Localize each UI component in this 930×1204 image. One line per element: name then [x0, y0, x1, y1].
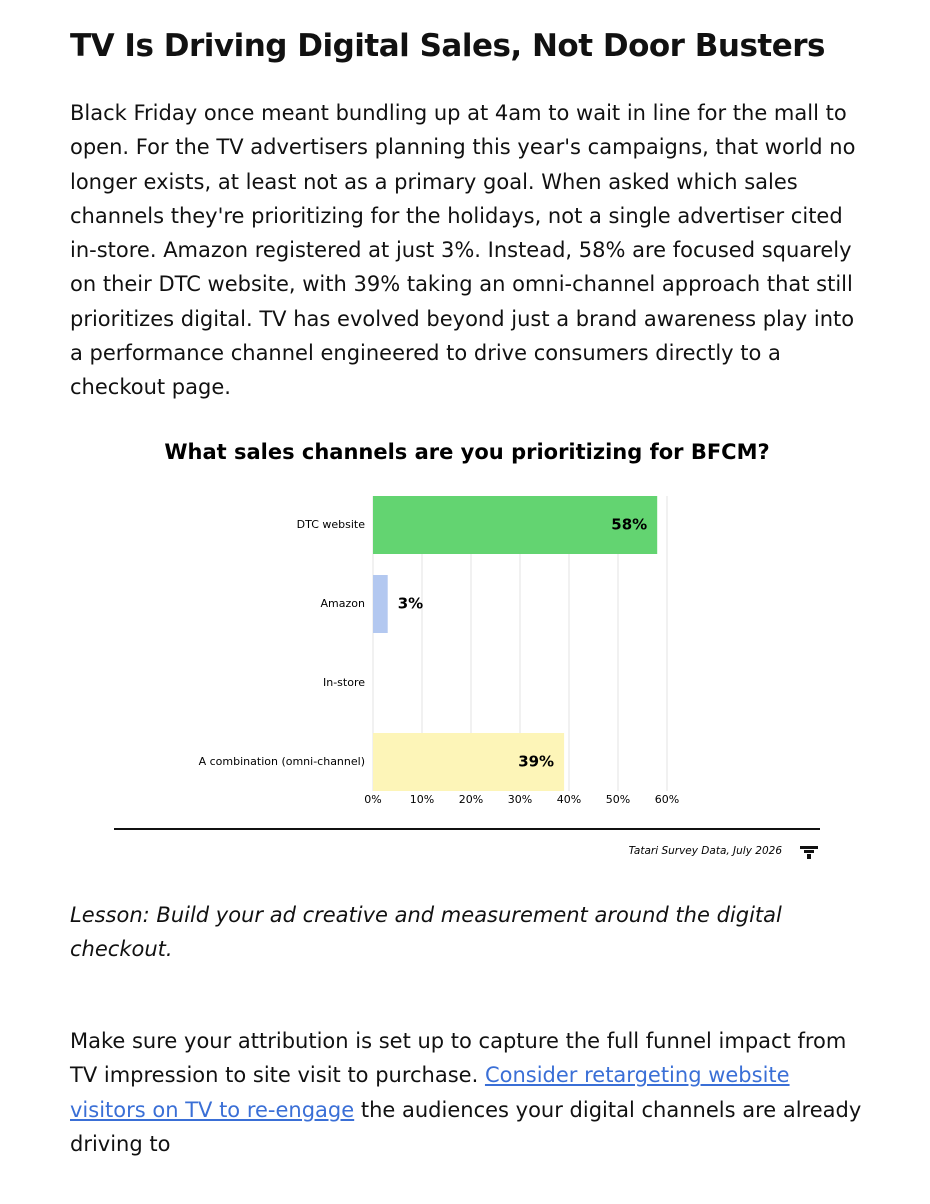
x-tick-label: 40% [557, 793, 581, 806]
source-note: Tatari Survey Data, July 2026 [629, 845, 783, 857]
value-label: 3% [398, 595, 423, 613]
logo [800, 846, 818, 859]
chart: What sales channels are you prioritizing… [114, 440, 820, 859]
paragraph: Make sure your attribution is set up to … [70, 1024, 865, 1161]
category-label: In-store [323, 676, 365, 689]
chart-title: What sales channels are you prioritizing… [164, 440, 769, 464]
category-label: A combination (omni-channel) [199, 755, 365, 768]
x-tick-label: 30% [508, 793, 532, 806]
text: the audiences your digital channels are … [70, 1097, 862, 1156]
x-tick-label: 20% [459, 793, 483, 806]
bar [373, 575, 388, 633]
value-label: 39% [518, 753, 554, 771]
value-label: 58% [611, 516, 647, 534]
lesson: Lesson: Build your ad creative and measu… [70, 903, 782, 962]
x-tick-label: 10% [410, 793, 434, 806]
paragraph: Black Friday once meant bundling up at 4… [70, 101, 856, 400]
link[interactable]: Consider retargeting website visitors on… [70, 1063, 790, 1122]
category-label: Amazon [321, 597, 365, 610]
category-label: DTC website [297, 518, 366, 531]
x-tick-label: 0% [364, 793, 381, 806]
bar [373, 496, 658, 554]
x-tick-label: 50% [606, 793, 630, 806]
bar [373, 733, 565, 791]
article-heading: TV Is Driving Digital Sales, Not Door Bu… [70, 28, 825, 64]
text: Make sure your attribution is set up to … [70, 1029, 847, 1088]
x-tick-label: 60% [655, 793, 679, 806]
